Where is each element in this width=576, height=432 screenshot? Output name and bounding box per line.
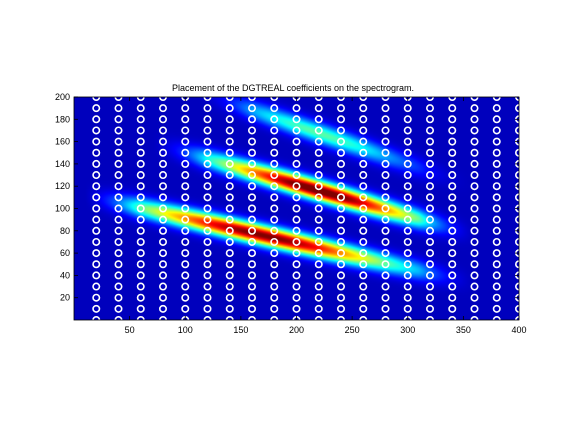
y-tick-label: 180 <box>55 114 70 124</box>
x-tick-label: 350 <box>456 325 471 335</box>
chart-title: Placement of the DGTREAL coefficients on… <box>172 83 414 93</box>
y-tick-label: 160 <box>55 137 70 147</box>
y-tick-label: 200 <box>55 92 70 102</box>
y-tick-label: 40 <box>60 270 70 280</box>
y-tick-label: 140 <box>55 159 70 169</box>
y-tick-label: 80 <box>60 226 70 236</box>
y-tick-label: 120 <box>55 181 70 191</box>
y-tick-label: 60 <box>60 248 70 258</box>
x-tick-label: 100 <box>178 325 193 335</box>
x-tick-label: 200 <box>289 325 304 335</box>
x-tick-label: 250 <box>345 325 360 335</box>
spectrogram-heatmap <box>74 97 519 320</box>
x-tick-label: 50 <box>125 325 135 335</box>
y-tick-label: 20 <box>60 293 70 303</box>
x-tick-label: 150 <box>233 325 248 335</box>
x-tick-label: 300 <box>400 325 415 335</box>
y-tick-label: 100 <box>55 204 70 214</box>
x-tick-label: 400 <box>511 325 526 335</box>
